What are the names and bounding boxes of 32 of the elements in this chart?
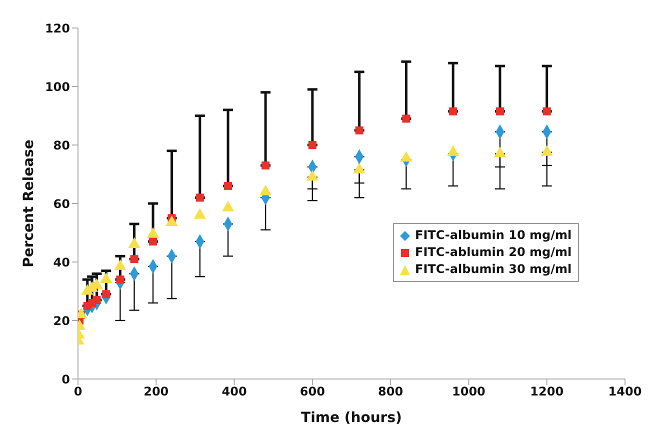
legend-label: FITC-albumin 10 mg/ml xyxy=(415,227,572,244)
x-tick-label: 200 xyxy=(144,384,169,399)
y-tick-label: 100 xyxy=(44,80,70,94)
legend-label: FITC-ablumin 20 mg/ml xyxy=(415,244,572,261)
point xyxy=(262,161,270,170)
x-tick-label: 1000 xyxy=(452,384,486,399)
x-tick-label: 0 xyxy=(74,384,82,399)
y-axis-title: Percent Release xyxy=(20,140,37,268)
y-tick-label: 20 xyxy=(53,314,70,328)
legend-label: FITC-albumin 30 mg/ml xyxy=(415,261,572,278)
x-tick-label: 1400 xyxy=(608,384,642,399)
y-tick-label: 60 xyxy=(53,196,70,211)
x-tick-label: 1200 xyxy=(530,384,564,399)
point xyxy=(402,114,410,123)
point xyxy=(355,126,364,134)
point xyxy=(224,182,232,190)
y-tick-label: 120 xyxy=(44,21,70,36)
y-tick-label: 40 xyxy=(53,255,70,270)
x-tick-label: 600 xyxy=(300,384,325,399)
point xyxy=(116,276,124,284)
y-tick-label: 0 xyxy=(62,372,70,386)
point xyxy=(542,107,551,116)
x-tick-label: 800 xyxy=(378,384,404,399)
point xyxy=(196,194,204,202)
point xyxy=(308,141,316,149)
x-axis-title: Time (hours) xyxy=(301,410,402,426)
y-tick-label: 80 xyxy=(53,138,70,152)
point xyxy=(496,107,504,116)
point xyxy=(130,255,138,264)
point xyxy=(449,107,458,116)
x-tick-label: 400 xyxy=(222,384,247,399)
point xyxy=(149,238,158,246)
